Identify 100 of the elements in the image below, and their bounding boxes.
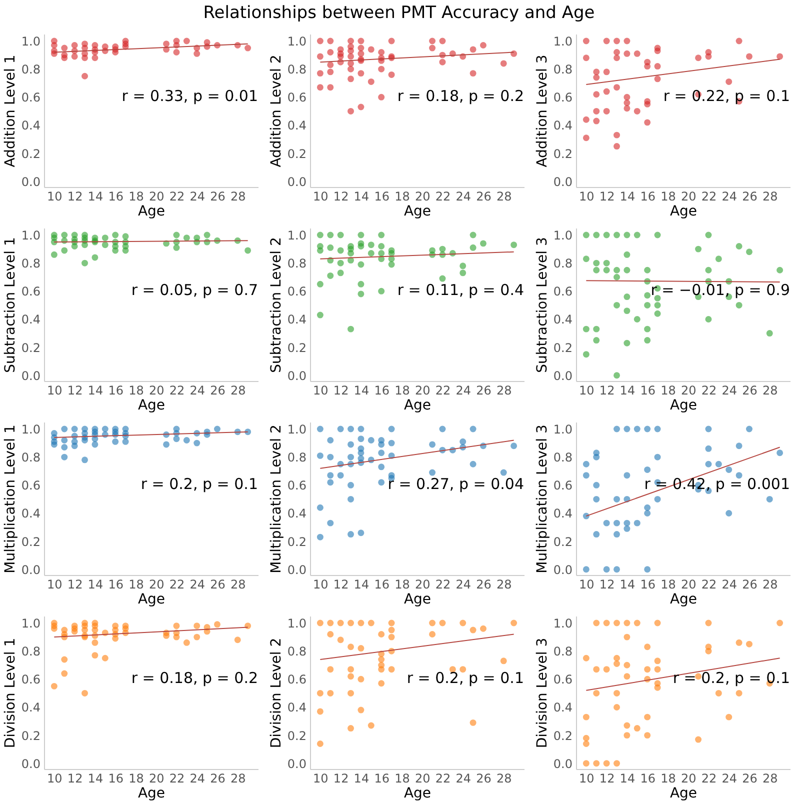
point <box>634 50 640 57</box>
y-tick-label: 1.0 <box>287 616 306 631</box>
point <box>348 725 354 732</box>
x-tick-label: 20 <box>148 772 164 786</box>
y-tick-label: 0.2 <box>553 534 572 549</box>
x-tick-label: 24 <box>456 384 471 398</box>
point <box>593 108 600 114</box>
point <box>715 690 722 696</box>
y-tick-label: 0.8 <box>21 256 40 271</box>
point <box>388 626 395 634</box>
point <box>194 622 200 630</box>
x-tick-label: 14 <box>620 772 636 786</box>
x-tick-label: 26 <box>742 578 758 592</box>
x-tick-label: 10 <box>47 772 62 786</box>
point <box>614 232 620 238</box>
x-axis-title: Age <box>138 398 166 414</box>
point <box>358 50 364 57</box>
point <box>429 441 436 448</box>
point <box>61 444 68 450</box>
x-tick-label: 22 <box>435 384 451 398</box>
x-tick-label: 10 <box>579 578 594 592</box>
point <box>327 84 334 91</box>
x-tick-label: 20 <box>148 190 164 204</box>
x-tick-label: 24 <box>456 772 471 786</box>
point <box>726 78 732 85</box>
point <box>102 654 108 662</box>
point <box>337 472 344 479</box>
annotation: r = 0.2, p = 0.1 <box>406 669 524 687</box>
y-tick-label: 0.8 <box>21 644 40 659</box>
point <box>348 250 354 256</box>
point <box>183 234 190 242</box>
point <box>388 71 395 78</box>
y-tick-label: 1.0 <box>553 616 572 631</box>
y-tick-label: 1.0 <box>553 34 572 49</box>
x-tick-label: 24 <box>722 578 737 592</box>
x-tick-label: 10 <box>47 384 62 398</box>
point <box>614 54 620 62</box>
x-tick-label: 16 <box>108 190 124 204</box>
point <box>500 469 507 476</box>
x-tick-label: 14 <box>88 190 104 204</box>
point <box>348 644 354 650</box>
x-tick-label: 16 <box>108 384 124 398</box>
point <box>634 426 640 432</box>
point <box>715 460 722 468</box>
x-tick-label: 10 <box>579 772 594 786</box>
y-axis-title: Division Level 2 <box>268 638 284 748</box>
point <box>92 441 98 448</box>
point <box>736 302 742 308</box>
point <box>82 437 88 444</box>
point <box>429 44 436 52</box>
y-tick-label: 0.4 <box>553 118 572 133</box>
point <box>112 635 119 642</box>
y-tick-label: 0.2 <box>21 340 40 355</box>
point <box>439 275 446 282</box>
x-tick-label: 12 <box>599 190 615 204</box>
point <box>82 54 88 62</box>
point <box>316 504 324 511</box>
point <box>695 736 702 743</box>
point <box>624 620 630 626</box>
point <box>624 525 630 532</box>
x-tick-label: 28 <box>496 190 512 204</box>
point <box>327 620 334 626</box>
x-tick-label: 16 <box>374 578 390 592</box>
point <box>194 634 200 640</box>
point <box>603 88 610 95</box>
y-tick-label: 0.2 <box>21 728 40 743</box>
y-axis-title: Addition Level 3 <box>534 54 550 168</box>
point <box>358 706 364 714</box>
point <box>614 84 620 91</box>
y-axis-title: Subtraction Level 3 <box>534 237 550 373</box>
x-tick-label: 20 <box>680 772 696 786</box>
y-tick-label: 0.0 <box>287 562 306 577</box>
annotation: r = 0.2, p = 0.1 <box>140 475 258 493</box>
y-axis-title: Multiplication Level 2 <box>268 424 284 574</box>
point <box>92 254 98 261</box>
point <box>92 639 98 646</box>
point <box>50 441 58 448</box>
point <box>614 426 620 432</box>
point <box>614 704 620 710</box>
x-tick-label: 24 <box>722 190 737 204</box>
point <box>614 274 620 280</box>
point <box>378 450 385 456</box>
x-tick-label: 10 <box>579 190 594 204</box>
x-tick-label: 22 <box>435 190 451 204</box>
point <box>644 266 651 274</box>
y-tick-label: 0.6 <box>21 284 40 299</box>
point <box>234 636 241 644</box>
x-tick-label: 22 <box>701 384 717 398</box>
point <box>582 460 590 468</box>
point <box>582 740 590 747</box>
point <box>624 251 630 258</box>
y-tick-label: 0.8 <box>287 256 306 271</box>
point <box>316 740 324 747</box>
x-tick-label: 20 <box>680 190 696 204</box>
x-tick-label: 28 <box>230 772 246 786</box>
point <box>61 54 68 62</box>
x-axis-title: Age <box>670 786 698 802</box>
x-tick-label: 12 <box>67 772 83 786</box>
point <box>327 631 334 638</box>
point <box>644 326 651 332</box>
